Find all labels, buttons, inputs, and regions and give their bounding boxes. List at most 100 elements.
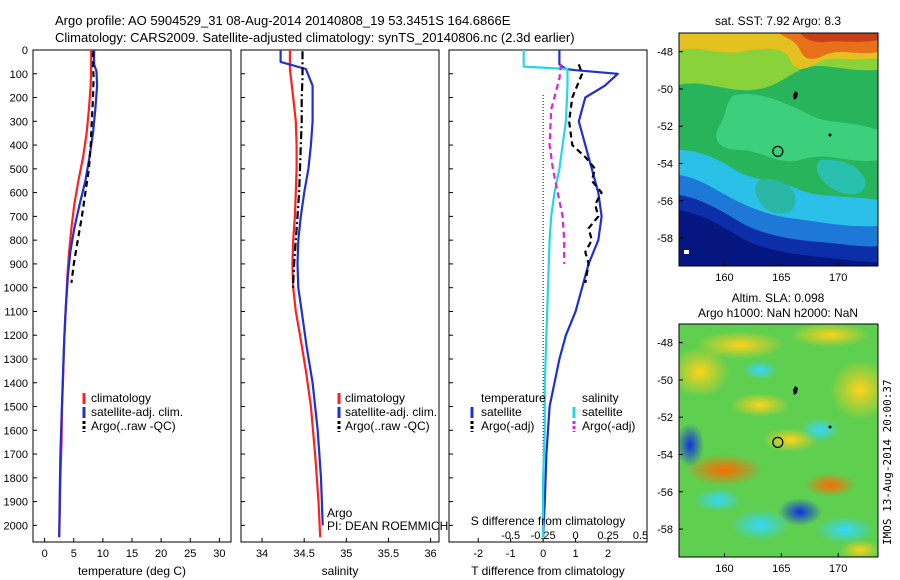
sst-map-frame — [678, 32, 879, 267]
island-shape — [828, 133, 832, 137]
depth-tick-label: 1800 — [4, 473, 28, 485]
sst-map-image — [679, 33, 878, 266]
legend-label: Argo(-adj) — [481, 419, 534, 433]
legend-label: climatology — [345, 391, 405, 405]
map-x-tick-label: 165 — [772, 563, 790, 575]
x-tick-label: 5 — [71, 548, 77, 560]
map-x-tick-label: 170 — [829, 563, 847, 575]
legend-label: Argo(-adj) — [582, 419, 635, 433]
x-tick-label: 0 — [42, 548, 48, 560]
depth-tick-label: 2000 — [4, 520, 28, 532]
x-tick-label: 2 — [605, 548, 611, 560]
series-line-salinity-satellite — [522, 50, 569, 538]
argo-position-marker — [772, 145, 784, 157]
x-tick-label: 15 — [126, 548, 138, 560]
x-tick-label: 25 — [184, 548, 196, 560]
salinity-legend: climatology satellite-adj. clim. Argo(..… — [337, 391, 437, 433]
argo-position-marker — [772, 436, 784, 448]
x2-tick-label: 0.5 — [633, 530, 648, 542]
depth-tick-label: 200 — [10, 93, 28, 105]
salinity-xlabel: salinity — [322, 564, 359, 578]
temperature-legend: climatology satellite-adj. clim. Argo(..… — [82, 391, 183, 433]
header-line2: Climatology: CARS2009. Satellite-adjuste… — [55, 30, 575, 45]
map-y-tick-label: -54 — [657, 449, 673, 461]
legend-title-temperature: temperature — [481, 391, 546, 405]
x-tick-label: 36 — [424, 548, 436, 560]
legend-title-salinity: salinity — [582, 391, 619, 405]
depth-tick-label: 1500 — [4, 402, 28, 414]
map-x-tick-label: 170 — [829, 272, 847, 284]
x-tick-label: -1 — [506, 548, 516, 560]
sst-map-axes: -48 -50 -52 -54 -56 -58 160 165 170 — [657, 47, 847, 284]
depth-tick-label: 900 — [10, 259, 28, 271]
map-y-tick-label: -52 — [657, 412, 673, 424]
salinity-axes — [240, 49, 440, 543]
temperature-axes — [32, 49, 232, 543]
depth-tick-label: 300 — [10, 116, 28, 128]
depth-tick-label: 400 — [10, 140, 28, 152]
series-line-argo-raw-qc — [70, 51, 95, 284]
depth-tick-label: 700 — [10, 211, 28, 223]
series-line-satellite-adj-clim — [279, 50, 324, 526]
depth-tick-label: 1300 — [4, 354, 28, 366]
x-tick-label: 0 — [540, 548, 546, 560]
island-shape — [793, 386, 798, 395]
series-line-salinity-argo-adj — [548, 64, 566, 264]
depth-ticks: 0 100 200 300 400 500 600 700 800 900 1000 1100 1200… — [4, 45, 453, 532]
map-y-tick-label: -48 — [657, 47, 673, 59]
map-y-tick-label: -58 — [657, 524, 673, 536]
sla-map-features — [793, 386, 832, 429]
sla-map-frame — [678, 323, 879, 558]
map-x-tick-label: 160 — [715, 272, 733, 284]
map-y-tick-label: -50 — [657, 375, 673, 387]
series-line-satellite-adj-clim — [58, 50, 99, 538]
x-tick-label: 10 — [97, 548, 109, 560]
series-line-temperature-argo-adj — [567, 63, 603, 284]
argo-annotation: Argo — [327, 506, 353, 520]
map-y-tick-label: -56 — [657, 196, 673, 208]
depth-tick-label: 1400 — [4, 378, 28, 390]
header-line1: Argo profile: AO 5904529_31 08-Aug-2014 … — [55, 13, 511, 28]
sla-map-axes: -48 -50 -52 -54 -56 -58 160 165 170 — [657, 338, 847, 575]
temperature-xlabel: temperature (deg C) — [78, 564, 186, 578]
map-y-tick-label: -48 — [657, 338, 673, 350]
x-tick-label: 20 — [155, 548, 167, 560]
map-y-tick-label: -56 — [657, 487, 673, 499]
sla-map-image — [679, 324, 878, 557]
legend-label: satellite-adj. clim. — [91, 405, 183, 419]
depth-tick-label: 600 — [10, 188, 28, 200]
legend-label: Argo(..raw -QC) — [345, 419, 430, 433]
difference-legend: temperature satellite Argo(-adj) salinit… — [470, 391, 635, 433]
depth-tick-label: 1600 — [4, 425, 28, 437]
x2-tick-label: -0.5 — [501, 530, 520, 542]
depth-tick-label: 800 — [10, 235, 28, 247]
map-y-tick-label: -52 — [657, 121, 673, 133]
x-tick-label: 34 — [256, 548, 268, 560]
timestamp-stamp: IMOS 13-Aug-2014 20:00:37 — [881, 379, 894, 545]
sst-map-features — [684, 91, 832, 254]
difference-xlabel: T difference from climatology — [471, 564, 625, 578]
island-shape — [828, 425, 832, 429]
land-fleck — [684, 250, 689, 254]
island-shape — [793, 91, 798, 100]
salinity-plot: 34 34.5 35 35.5 36 — [256, 50, 437, 560]
map-y-tick-label: -58 — [657, 233, 673, 245]
map-x-tick-label: 160 — [715, 563, 733, 575]
map-x-tick-label: 165 — [772, 272, 790, 284]
sla-map-subtitle: Argo h1000: NaN h2000: NaN — [698, 306, 858, 320]
depth-tick-label: 0 — [22, 45, 28, 57]
temperature-plot: 0 5 10 15 20 25 30 — [42, 50, 225, 560]
depth-tick-label: 1200 — [4, 330, 28, 342]
depth-tick-label: 1900 — [4, 497, 28, 509]
x2-tick-label: 0 — [573, 530, 579, 542]
map-y-tick-label: -54 — [657, 158, 673, 170]
series-line-climatology — [288, 50, 322, 538]
depth-tick-label: 1700 — [4, 449, 28, 461]
sst-map-title: sat. SST: 7.92 Argo: 8.3 — [715, 14, 841, 28]
depth-tick-label: 500 — [10, 164, 28, 176]
legend-label: climatology — [91, 391, 151, 405]
depth-tick-label: 1000 — [4, 283, 28, 295]
legend-label: satellite — [481, 405, 522, 419]
x-tick-label: 35.5 — [378, 548, 399, 560]
